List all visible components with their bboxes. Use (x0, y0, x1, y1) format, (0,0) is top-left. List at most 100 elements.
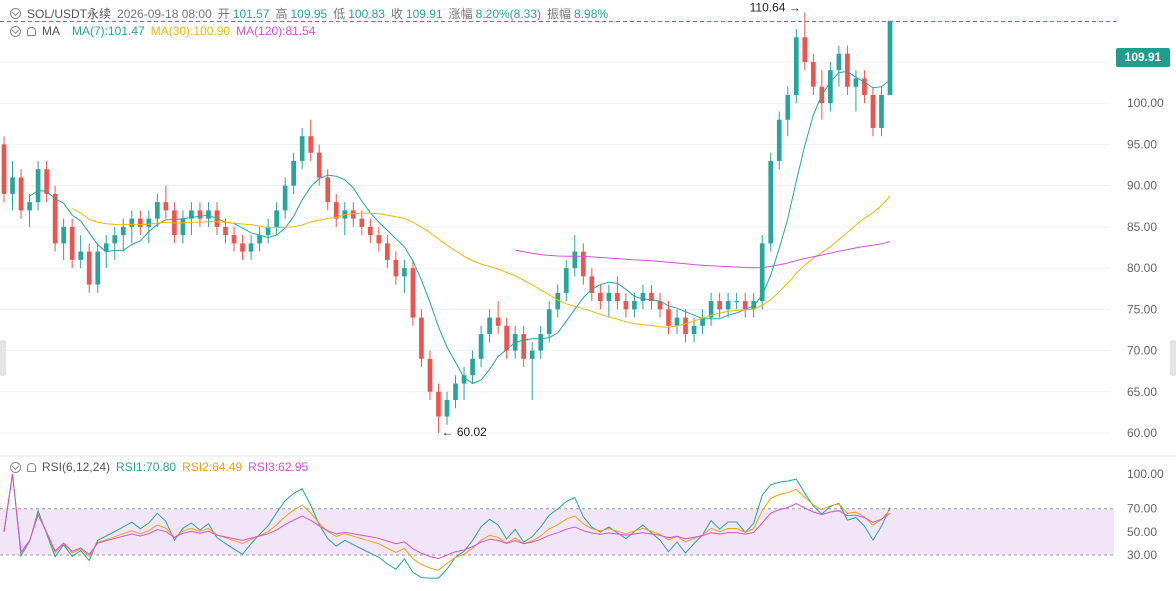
candle-body (299, 136, 305, 161)
candle-body (700, 317, 705, 326)
candle (879, 86, 884, 137)
candle (333, 193, 339, 227)
candle-body (282, 185, 288, 211)
candle-body (189, 210, 194, 219)
candle (461, 367, 467, 401)
candle (376, 226, 382, 252)
candle (146, 210, 152, 244)
candle (282, 177, 288, 219)
right-scroll-handle[interactable] (1170, 340, 1176, 376)
candle (785, 86, 791, 137)
datetime-label: 2026-09-18 08:00 (117, 6, 212, 21)
candle (563, 259, 569, 302)
candle (759, 235, 765, 310)
candle-body (487, 317, 492, 335)
amp-value: 8.98% (574, 6, 609, 21)
candle-body (742, 301, 748, 310)
candle (538, 325, 544, 359)
candle-body (27, 202, 32, 211)
candle (487, 309, 492, 343)
candle (521, 325, 527, 368)
candle (436, 383, 441, 433)
candle-body (708, 301, 714, 318)
rsi-tick-label: 100.00 (1127, 467, 1164, 481)
candle (453, 375, 458, 409)
candle-body (1, 144, 7, 194)
candle-body (95, 251, 101, 285)
price-grid (0, 61, 1176, 457)
candle (180, 210, 186, 244)
candle (887, 20, 893, 95)
low-annotation: ← 60.02 (441, 425, 487, 439)
candle-body (120, 226, 126, 236)
ma-label[interactable]: MA (42, 24, 60, 38)
candle (52, 185, 58, 252)
candle-body (683, 317, 688, 335)
candle (112, 226, 118, 260)
rsi1-value: RSI1:70.80 (116, 460, 177, 474)
candle (649, 284, 654, 310)
candle-body (274, 210, 279, 227)
candle (120, 218, 126, 252)
symbol-label[interactable]: SOL/USDT永续 (27, 7, 112, 21)
candle-body (768, 160, 774, 244)
price-tick-label: 70.00 (1127, 344, 1157, 358)
candle (478, 325, 484, 368)
candle-body (86, 251, 92, 285)
candle (615, 276, 620, 310)
candle (78, 235, 84, 269)
candle-body (521, 334, 527, 359)
candle (504, 317, 509, 359)
candle (845, 45, 850, 95)
candle-body (640, 292, 646, 302)
price-tick-label: 60.00 (1127, 426, 1157, 440)
candle-body (367, 226, 373, 236)
candle (248, 235, 254, 260)
high-value: 109.95 (290, 6, 328, 21)
close-value: 109.91 (405, 6, 443, 21)
bell-icon[interactable] (27, 26, 36, 36)
candle (836, 45, 842, 87)
candle-body (478, 334, 484, 359)
low-annotation-value: 60.02 (457, 425, 487, 439)
rsi-pane: 100.00 70.00 50.00 30.00 (0, 467, 1164, 579)
candle (231, 226, 237, 252)
candle-body (887, 20, 893, 95)
candle (776, 111, 782, 170)
rsi-band (0, 508, 1114, 555)
ma-header: MA MA(7):101.47 MA(30):100.90 MA(120):81… (10, 24, 321, 38)
candle-body (810, 62, 816, 87)
candle (546, 301, 552, 343)
left-scroll-handle[interactable] (0, 340, 6, 376)
collapse-icon[interactable] (10, 461, 21, 473)
candle-body (615, 292, 620, 302)
ma120-line (515, 241, 891, 269)
ma120-value: MA(120):81.54 (236, 24, 316, 38)
candle (555, 284, 561, 318)
candle-body (393, 259, 399, 277)
collapse-icon[interactable] (10, 8, 21, 19)
candle (657, 292, 663, 318)
candle (299, 127, 305, 170)
candle (691, 317, 697, 343)
candle (1, 136, 7, 203)
rsi-tick-label: 50.00 (1127, 525, 1157, 539)
ma7-line (29, 70, 891, 385)
candle-body (129, 218, 135, 227)
rsi3-line (3, 473, 891, 560)
candle (828, 62, 833, 112)
candle-body (538, 334, 544, 351)
open-label: 开 (217, 7, 230, 21)
bell-icon[interactable] (27, 462, 36, 472)
candle-body (376, 235, 382, 244)
rsi-label[interactable]: RSI(6,12,24) (42, 460, 111, 474)
collapse-icon[interactable] (10, 25, 21, 37)
candle-body (657, 301, 663, 310)
candle (385, 235, 390, 269)
candle (61, 218, 66, 260)
candle (240, 235, 245, 260)
rsi3-value: RSI3:62.95 (248, 460, 309, 474)
candle-body (197, 210, 203, 219)
ma7-value: MA(7):101.47 (72, 24, 145, 38)
